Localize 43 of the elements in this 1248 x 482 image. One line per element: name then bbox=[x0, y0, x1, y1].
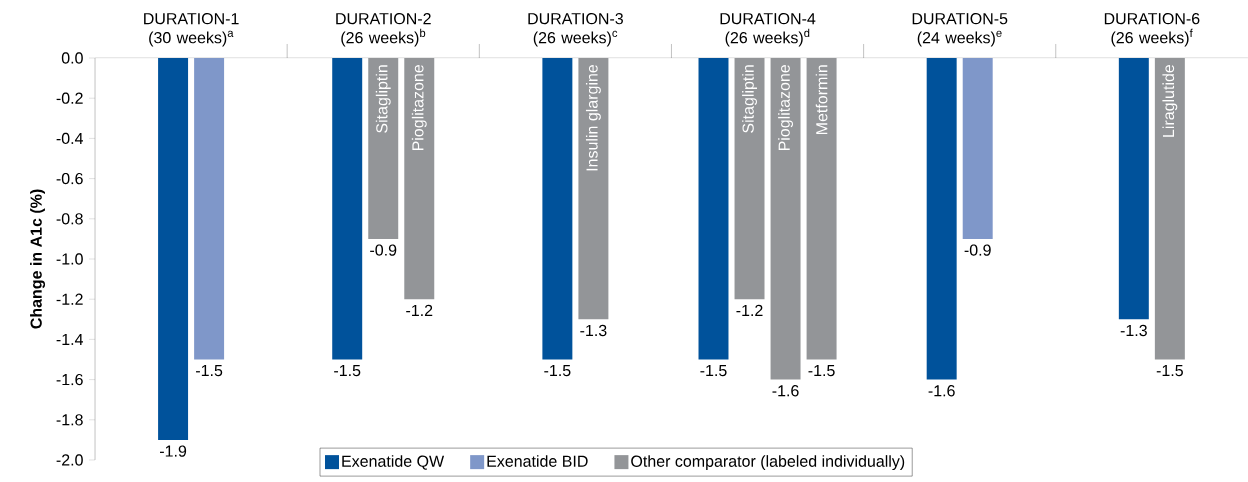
legend-label: Exenatide BID bbox=[487, 455, 588, 467]
data-label: -1.5 bbox=[196, 365, 223, 377]
y-tick-label: 0.0 bbox=[61, 52, 83, 64]
y-tick-label: -1.2 bbox=[56, 293, 83, 305]
x-tick-label: DURATION-2 (26 weeks)$^{b}$ bbox=[336, 12, 431, 47]
data-label: -1.5 bbox=[808, 365, 835, 377]
x-tick-label: DURATION-6 (26 weeks)$^{f}$ bbox=[1104, 12, 1200, 47]
x-tick-label: DURATION-5 (24 weeks)$^{e}$ bbox=[912, 12, 1008, 47]
data-label: -1.5 bbox=[700, 365, 727, 377]
data-label: -1.5 bbox=[1156, 365, 1183, 377]
y-tick-label: -1.6 bbox=[56, 373, 83, 386]
annotation: Pioglitazone bbox=[778, 64, 794, 151]
x-tick-label: DURATION-3 (26 weeks)$^{c}$ bbox=[528, 12, 623, 47]
data-label: -1.3 bbox=[1120, 324, 1147, 337]
data-label: -1.5 bbox=[334, 365, 361, 377]
annotation: Pioglitazone bbox=[411, 64, 427, 151]
data-label: -0.9 bbox=[370, 244, 397, 256]
annotation: Sitagliptin bbox=[375, 65, 391, 133]
y-tick-label: -0.2 bbox=[56, 92, 83, 104]
annotation: Liraglutide bbox=[1162, 64, 1178, 137]
annotation: Sitagliptin bbox=[742, 65, 757, 133]
y-tick-label: -0.8 bbox=[56, 213, 83, 225]
x-tick-label: DURATION-1 (30 weeks)$^{a}$ bbox=[144, 12, 239, 47]
y-tick-label: -1.4 bbox=[56, 333, 84, 345]
data-label: -1.2 bbox=[736, 304, 763, 316]
legend-label: Exenatide QW bbox=[342, 455, 445, 470]
annotation: Insulin glargine bbox=[585, 64, 601, 171]
y-tick-label: -1.8 bbox=[56, 414, 83, 426]
y-axis-title: Change in A1c (%) bbox=[30, 189, 46, 329]
data-label: -0.9 bbox=[964, 244, 991, 256]
x-tick-label: DURATION-4 (26 weeks)$^{d}$ bbox=[720, 12, 816, 47]
y-tick-label: -0.6 bbox=[56, 172, 83, 185]
data-label: -1.6 bbox=[928, 385, 955, 397]
data-label: -1.3 bbox=[580, 324, 607, 337]
data-label: -1.5 bbox=[544, 365, 571, 377]
y-tick-label: -0.4 bbox=[56, 132, 84, 145]
data-label: -1.2 bbox=[406, 304, 433, 316]
y-tick-label: -2.0 bbox=[56, 454, 83, 466]
data-label: -1.9 bbox=[160, 445, 187, 457]
annotation: Metformin bbox=[815, 65, 828, 135]
legend-label: Other comparator (labeled individually) bbox=[631, 455, 905, 471]
data-label: -1.6 bbox=[772, 385, 799, 397]
y-tick-label: -1.0 bbox=[56, 253, 83, 265]
